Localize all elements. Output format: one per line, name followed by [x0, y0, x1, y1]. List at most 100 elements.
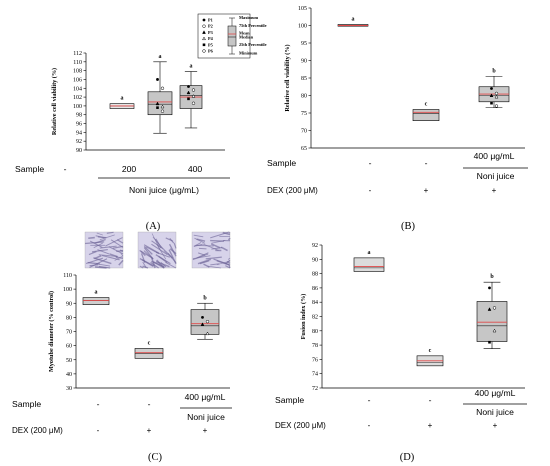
y-axis-label: Myotube diameter (% control): [48, 291, 55, 372]
row-cell: -: [368, 421, 371, 430]
data-point: [160, 109, 165, 113]
myotube-fiber: [152, 236, 164, 250]
myotube-fiber: [99, 245, 117, 249]
y-tick-label: 82: [312, 315, 318, 321]
box-control: a: [109, 96, 135, 109]
box-control: a: [337, 16, 369, 27]
myotube-fiber: [165, 261, 177, 269]
data-point: [490, 87, 493, 90]
data-point: [200, 322, 205, 326]
myotube-fiber: [227, 257, 231, 260]
myotube-fiber: [151, 257, 156, 269]
myotube-fiber: [143, 244, 160, 254]
y-tick-label: 88: [312, 272, 318, 278]
legend-series: P4: [208, 36, 214, 41]
myotube-fiber: [108, 246, 124, 255]
y-tick-label: 80: [301, 94, 307, 100]
panel-b: 65 70 75 80 85 90 95 100 105 Relative cell viabil…: [267, 6, 528, 232]
myotube-fiber: [216, 260, 231, 266]
myotube-fiber: [156, 259, 165, 269]
box-body: [353, 257, 385, 272]
y-axis-label: Relative cell viability (%): [51, 68, 58, 135]
box-noni_400: a: [179, 64, 203, 129]
y-tick-label: 90: [66, 301, 72, 307]
row-cell: 400 μg/mL: [474, 151, 515, 161]
box-body: [412, 109, 440, 121]
myotube-fiber: [205, 256, 222, 260]
data-point: [487, 307, 492, 311]
myotube-fiber: [197, 258, 212, 265]
myotube-fiber: [106, 231, 114, 234]
significance-letter: c: [425, 102, 428, 108]
row-cell: 400 μg/mL: [185, 392, 226, 402]
legend-stat: Maximum: [239, 15, 259, 20]
myotube-fiber: [139, 258, 155, 267]
myotube-fiber: [94, 254, 102, 260]
data-point: [187, 85, 190, 88]
myotube-fiber: [114, 255, 124, 261]
y-tick-label: 90: [301, 59, 307, 65]
y-tick-label: 50: [66, 358, 72, 364]
bracket-label: Noni juice: [477, 171, 515, 181]
myotube-fiber: [202, 243, 219, 251]
box-dex_noni: b: [190, 295, 220, 340]
legend-frame: [197, 13, 251, 59]
row-cell: -: [368, 395, 371, 405]
myotube-fiber: [156, 243, 167, 260]
y-tick-label: 95: [301, 41, 307, 47]
row-cell: +: [424, 186, 429, 195]
significance-letter: c: [429, 348, 432, 354]
myotube-fiber: [210, 243, 221, 249]
legend-stat: Minimum: [239, 51, 258, 56]
y-tick-label: 102: [73, 95, 82, 101]
bracket-label: Noni juice (μg/mL): [129, 185, 199, 195]
row-cell: 200: [122, 164, 137, 174]
panel-d: 72 74 76 78 80 82 84 86 88 90 92 Fusion index (%) a c…: [275, 243, 527, 463]
data-point: [156, 106, 159, 109]
myotube-fiber: [112, 245, 124, 249]
row-cell: -: [425, 158, 428, 168]
row-label-1: DEX (200 μM): [267, 186, 318, 195]
myotube-fiber: [173, 242, 177, 249]
myotube-fiber: [220, 246, 228, 252]
y-tick-label: 110: [63, 273, 72, 279]
data-point: [202, 30, 206, 34]
row-cell: -: [97, 426, 100, 435]
myotube-fiber: [196, 238, 206, 242]
data-point: [494, 94, 499, 99]
y-tick-label: 70: [301, 129, 307, 135]
row-cell: +: [428, 421, 433, 430]
myotube-fiber: [139, 249, 153, 259]
myotube-fiber: [169, 248, 177, 255]
myotube-fiber: [88, 251, 97, 256]
y-tick-label: 100: [298, 24, 307, 30]
myotube-fiber: [227, 237, 231, 241]
data-point: [187, 97, 190, 101]
box-body: [147, 91, 173, 116]
myotube-fiber: [225, 259, 231, 265]
myotube-fiber: [109, 253, 118, 258]
myotube-fiber: [207, 265, 221, 269]
legend-stat: Median: [239, 35, 254, 40]
significance-letter: a: [159, 54, 162, 60]
myotube-fiber: [88, 236, 95, 240]
legend-series: P6: [208, 49, 214, 54]
row-cell: -: [97, 399, 100, 409]
myotube-fiber: [210, 263, 220, 266]
data-point: [202, 18, 206, 22]
y-tick-label: 60: [66, 344, 72, 350]
row-cell: +: [203, 426, 208, 435]
myotube-fiber: [203, 263, 210, 268]
significance-letter: b: [203, 295, 207, 301]
myotube-fiber: [116, 239, 124, 244]
myotube-fiber: [97, 249, 110, 255]
myotube-fiber: [222, 231, 231, 236]
significance-letter: c: [148, 340, 151, 346]
panel-label: (B): [401, 221, 416, 232]
y-tick-label: 80: [66, 315, 72, 321]
legend-stat: 75th Percentile: [239, 23, 267, 28]
panel-c: 30 40 50 60 70 80 90 100 110 Myotube diameter (% …: [12, 231, 232, 463]
row-label-0: Sample: [12, 399, 41, 409]
row-cell: 400: [188, 164, 203, 174]
